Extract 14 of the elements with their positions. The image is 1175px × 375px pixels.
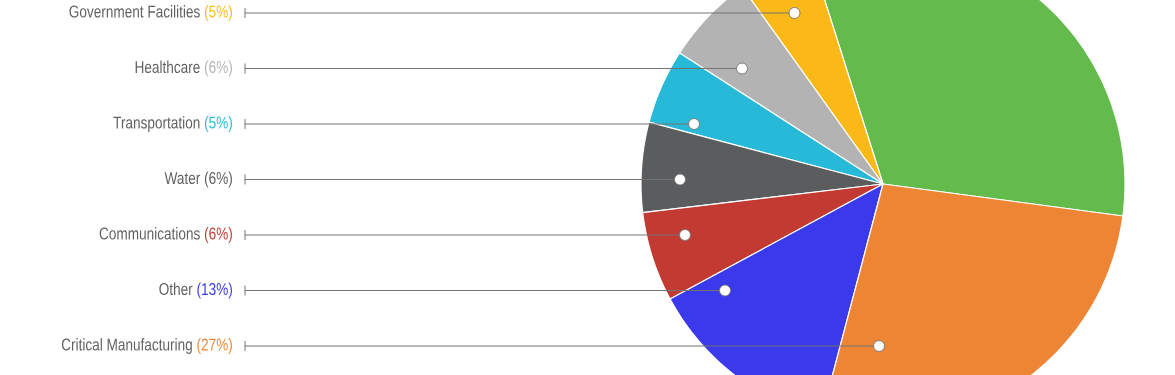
data-label: (13%) <box>197 282 232 299</box>
data-label: (5%) <box>204 5 232 21</box>
slice-label: Transportation <box>113 116 200 132</box>
data-label: (27%) <box>197 338 232 354</box>
data-label: (5%) <box>204 116 232 132</box>
slice-label: Water <box>164 172 201 185</box>
slice-label: Other <box>159 282 193 296</box>
slice-label: Critical Manufacturing <box>61 338 192 354</box>
slice-label: Communications <box>99 227 200 240</box>
data-label: (6%) <box>204 60 232 77</box>
slice-label: Healthcare <box>135 60 200 74</box>
slice-label: Government Facilities <box>69 5 200 18</box>
data-label: (6%) <box>204 227 232 243</box>
data-label: (6%) <box>204 171 232 188</box>
